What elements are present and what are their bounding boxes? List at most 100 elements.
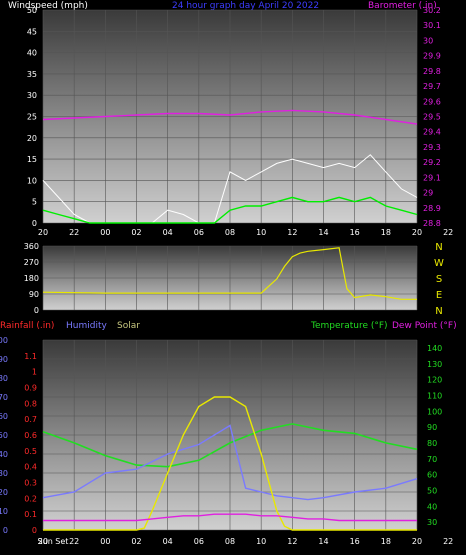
rain-tick-label: 0.2: [24, 494, 37, 503]
weather-x-tick-label: 00: [100, 537, 110, 546]
dewpoint-axis-title: Dew Point (°F): [392, 321, 457, 331]
wind-x-tick-label: 14: [318, 228, 328, 237]
humidity-tick-label: 30: [0, 469, 8, 478]
rain-tick-label: 1.1: [24, 352, 37, 361]
humidity-tick-label: 40: [0, 450, 8, 459]
barometer-tick-label: 28.9: [423, 204, 441, 213]
weather-x-tick-label: 22: [443, 537, 453, 546]
barometer-tick-label: 29.1: [423, 173, 441, 182]
temperature-tick-label: 110: [427, 391, 442, 400]
wind-x-tick-label: 06: [194, 228, 204, 237]
barometer-tick-label: 30: [423, 36, 433, 45]
wind-tick-label: 35: [27, 70, 37, 79]
wind-x-tick-label: 08: [225, 228, 235, 237]
rainfall-axis-title: Rainfall (.in): [0, 321, 55, 331]
direction-tick-label: 270: [24, 258, 39, 267]
wind-direction-line: [42, 247, 417, 300]
sun-set-label: Sun Set: [38, 537, 69, 546]
humidity-tick-label: 10: [0, 507, 8, 516]
wind-x-tick-label: 22: [443, 228, 453, 237]
humidity-tick-label: 20: [0, 488, 8, 497]
wind-tick-label: 30: [27, 91, 37, 100]
weather-x-tick-label: 08: [225, 537, 235, 546]
direction-tick-label: 180: [24, 274, 39, 283]
weather-x-tick-label: 18: [381, 537, 391, 546]
solar-axis-title: Solar: [117, 321, 140, 331]
temperature-tick-label: 140: [427, 344, 442, 353]
rain-tick-label: 0.1: [24, 510, 37, 519]
humidity-tick-label: 60: [0, 412, 8, 421]
barometer-axis-title: Barometer (.in): [368, 1, 437, 11]
weather-x-tick-label: 16: [350, 537, 360, 546]
wind-x-tick-label: 12: [287, 228, 297, 237]
rain-tick-label: 1: [32, 368, 37, 377]
temperature-tick-label: 80: [427, 439, 437, 448]
compass-label: N: [435, 306, 442, 317]
weather-x-tick-label: 10: [256, 537, 266, 546]
humidity-tick-label: 50: [0, 431, 8, 440]
barometer-tick-label: 29.8: [423, 67, 441, 76]
wind-tick-label: 40: [27, 49, 37, 58]
temperature-tick-label: 30: [427, 518, 437, 527]
dewpoint-line: [43, 513, 417, 522]
weather-x-tick-label: 12: [287, 537, 297, 546]
barometer-tick-label: 29.9: [423, 52, 441, 61]
solar-line: [43, 396, 417, 531]
humidity-tick-label: 70: [0, 393, 8, 402]
weather-x-tick-label: 14: [318, 537, 328, 546]
rain-tick-label: 0.4: [24, 463, 37, 472]
rain-tick-label: 0: [32, 526, 37, 535]
barometer-line: [42, 109, 418, 125]
temperature-tick-label: 90: [427, 423, 437, 432]
wind-tick-label: 25: [27, 113, 37, 122]
barometer-tick-label: 29: [423, 189, 433, 198]
barometer-tick-label: 30.2: [423, 6, 441, 15]
temperature-tick-label: 60: [427, 471, 437, 480]
wind-tick-label: 5: [32, 198, 37, 207]
weather-x-tick-label: 02: [131, 537, 141, 546]
barometer-tick-label: 29.7: [423, 82, 441, 91]
barometer-tick-label: 29.6: [423, 97, 441, 106]
wind-tick-label: 20: [27, 134, 37, 143]
wind-tick-label: 0: [32, 219, 37, 228]
temperature-line: [42, 423, 418, 468]
rain-tick-label: 0.8: [24, 399, 37, 408]
humidity-tick-label: 0: [3, 526, 8, 535]
humidity-tick-label: 90: [0, 355, 8, 364]
compass-label: N: [435, 242, 442, 253]
rain-tick-label: 0.5: [24, 447, 37, 456]
compass-label: S: [436, 274, 442, 285]
weather-x-tick-label: 06: [194, 537, 204, 546]
barometer-tick-label: 29.5: [423, 113, 441, 122]
barometer-tick-label: 30.1: [423, 21, 441, 30]
wind-x-tick-label: 00: [100, 228, 110, 237]
direction-tick-label: 0: [34, 306, 39, 315]
graph-date-title: 24 hour graph day April 20 2022: [172, 1, 320, 11]
rain-tick-label: 0.9: [24, 384, 37, 393]
wind-x-tick-label: 02: [131, 228, 141, 237]
temperature-tick-label: 120: [427, 376, 442, 385]
compass-label: E: [436, 290, 442, 301]
rain-tick-label: 0.7: [24, 415, 37, 424]
compass-label: W: [434, 258, 444, 269]
rain-tick-label: 0.3: [24, 479, 37, 488]
rain-tick-label: 0.6: [24, 431, 37, 440]
barometer-tick-label: 28.8: [423, 219, 441, 228]
humidity-tick-label: 80: [0, 374, 8, 383]
temperature-tick-label: 130: [427, 360, 442, 369]
barometer-tick-label: 29.3: [423, 143, 441, 152]
wind-x-tick-label: 20: [412, 228, 422, 237]
weather-x-tick-label: 20: [38, 537, 48, 546]
barometer-tick-label: 29.2: [423, 158, 441, 167]
wind-tick-label: 10: [27, 176, 37, 185]
weather-x-tick-label: 22: [69, 537, 79, 546]
wind-x-tick-label: 18: [381, 228, 391, 237]
temperature-tick-label: 70: [427, 455, 437, 464]
weather-x-tick-label: 20: [412, 537, 422, 546]
wind-x-tick-label: 20: [38, 228, 48, 237]
barometer-tick-label: 29.4: [423, 128, 441, 137]
windspeed-average-line: [42, 196, 418, 224]
wind-tick-label: 45: [27, 27, 37, 36]
